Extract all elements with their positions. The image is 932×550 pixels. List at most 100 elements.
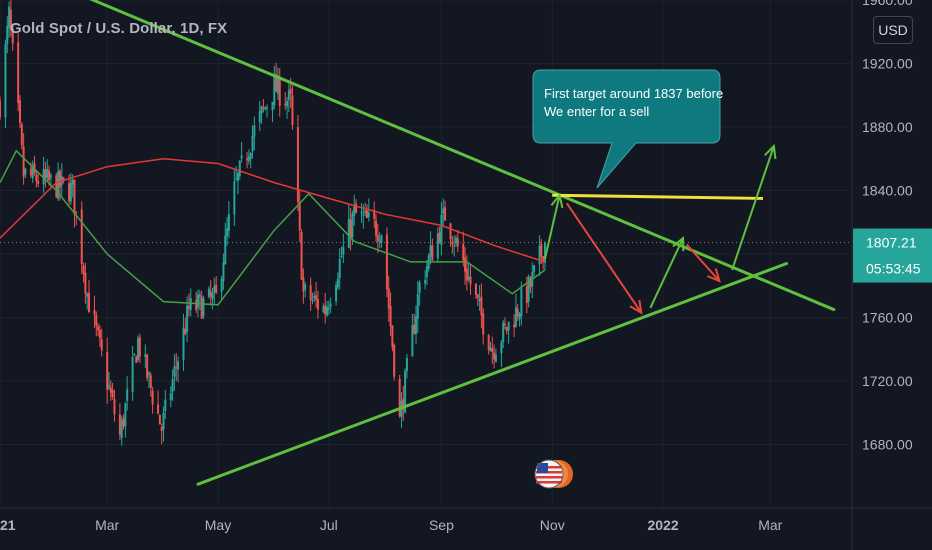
candle-body — [211, 292, 214, 300]
candle — [342, 233, 345, 263]
candle-body — [391, 325, 394, 348]
candle-body — [335, 285, 338, 302]
candle-body — [309, 285, 312, 301]
candle-body — [202, 298, 205, 317]
candle-body — [131, 356, 134, 393]
candle-body — [462, 243, 465, 261]
candle — [387, 275, 390, 322]
candle — [82, 262, 85, 283]
candle — [224, 222, 227, 265]
candle-body — [88, 292, 91, 313]
candle — [287, 83, 290, 113]
candle-body — [22, 146, 25, 177]
candle — [336, 272, 339, 291]
candle-body — [313, 295, 316, 299]
flag-stripe — [536, 481, 562, 484]
candle — [86, 292, 89, 310]
candle-body — [329, 303, 332, 307]
candle-body — [175, 366, 178, 368]
candle — [340, 246, 343, 259]
candle — [438, 226, 441, 244]
candle — [542, 256, 545, 270]
candle — [385, 227, 388, 298]
price-tick-label: 1760.00 — [862, 310, 913, 326]
arrow-shaft — [565, 202, 643, 314]
candle — [100, 328, 103, 357]
candle — [24, 167, 27, 179]
candle — [311, 292, 314, 305]
candle — [507, 321, 510, 344]
candle — [364, 202, 367, 217]
candle-body — [465, 268, 468, 281]
callout-line-2: We enter for a sell — [544, 104, 649, 119]
candle — [474, 283, 477, 299]
candle-body — [538, 245, 541, 264]
candle-body — [62, 177, 65, 180]
currency-button[interactable]: USD — [873, 16, 913, 44]
candle — [118, 403, 121, 440]
candle — [55, 173, 58, 199]
candle — [469, 265, 472, 295]
candle — [211, 288, 214, 310]
candle-body — [351, 213, 354, 238]
candle-body — [376, 235, 379, 242]
candle-body — [385, 234, 388, 290]
candle-body — [284, 103, 287, 106]
candle-body — [315, 295, 318, 300]
time-axis: 2021 Mar May Jul Sep Nov 2022 Mar — [0, 517, 783, 533]
candle-body — [502, 322, 505, 343]
candle — [162, 406, 165, 442]
flag-stripe — [536, 476, 562, 479]
candle-body — [513, 324, 516, 328]
candle — [6, 16, 9, 54]
candle-body — [224, 235, 227, 265]
candle — [487, 334, 490, 355]
price-tick-label: 1880.00 — [862, 119, 913, 135]
candle — [147, 370, 150, 389]
candle — [35, 169, 38, 188]
candle — [175, 352, 178, 381]
candle — [220, 275, 223, 301]
candle — [227, 201, 230, 238]
candle-body — [454, 237, 457, 244]
candle-body — [124, 403, 127, 427]
candle-body — [160, 426, 163, 432]
candle-body — [118, 414, 121, 435]
candle — [113, 389, 116, 422]
us-flag-event-icon[interactable] — [534, 459, 573, 489]
candle-body — [82, 265, 85, 275]
candle-body — [84, 272, 87, 294]
candle-body — [327, 307, 330, 310]
candle — [516, 303, 519, 321]
candle-body — [147, 372, 150, 375]
candle — [138, 333, 141, 364]
candle — [95, 311, 98, 337]
candle-body — [431, 245, 434, 261]
candle-body — [246, 158, 249, 161]
candle-body — [240, 155, 243, 159]
candle-body — [11, 28, 14, 44]
candle — [238, 159, 241, 180]
candle — [415, 305, 418, 344]
candle — [88, 279, 91, 313]
candle — [222, 253, 225, 290]
projection-arrow-down — [685, 243, 721, 283]
candle — [402, 385, 405, 422]
candle-body — [404, 370, 407, 413]
candle-body — [353, 206, 356, 216]
candle-body — [6, 26, 9, 44]
candle-body — [340, 256, 343, 258]
candle — [298, 190, 301, 243]
candle-body — [529, 277, 532, 288]
candle-body — [197, 294, 200, 308]
candle-body — [507, 321, 510, 331]
candle — [538, 235, 541, 276]
candle — [411, 313, 414, 357]
candle-body — [514, 307, 517, 327]
candle — [322, 303, 325, 314]
candle — [17, 33, 20, 112]
candle-body — [8, 6, 11, 28]
candle-body — [120, 419, 123, 438]
candle-body — [378, 240, 381, 243]
